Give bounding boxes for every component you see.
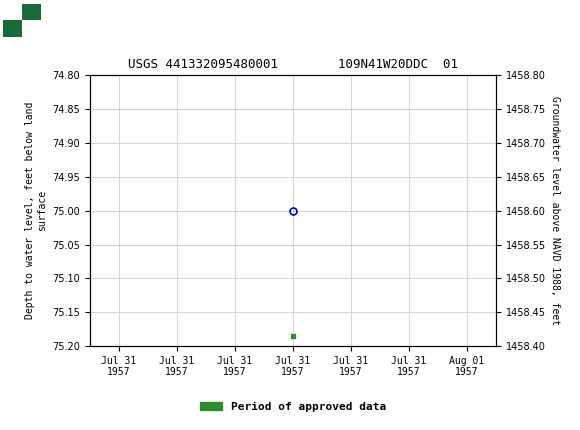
Legend: Period of approved data: Period of approved data [195,397,390,416]
Bar [3,20,22,37]
Bar [3,4,41,37]
Y-axis label: Groundwater level above NAVD 1988, feet: Groundwater level above NAVD 1988, feet [550,96,560,325]
Title: USGS 441332095480001        109N41W20DDC  01: USGS 441332095480001 109N41W20DDC 01 [128,58,458,71]
Y-axis label: Depth to water level, feet below land
surface: Depth to water level, feet below land su… [25,102,47,319]
Text: USGS: USGS [49,12,104,29]
Bar [22,20,41,37]
Bar [3,4,22,20]
Bar [22,4,41,20]
